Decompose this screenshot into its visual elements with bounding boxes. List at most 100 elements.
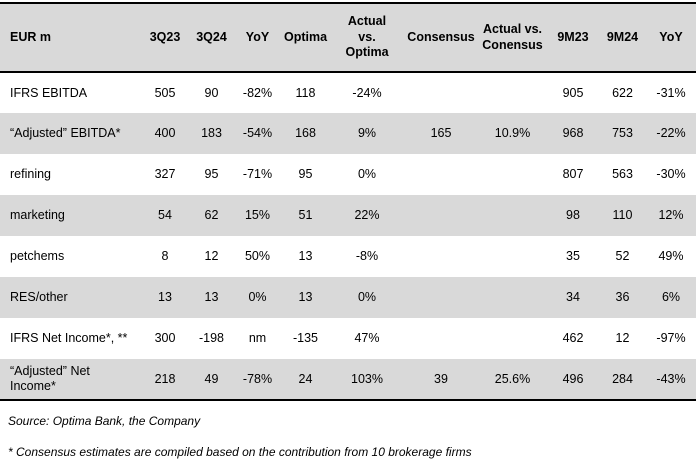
cell-value: 0%: [357, 167, 377, 181]
row-label: refining: [10, 167, 51, 181]
cell-value: 98: [566, 208, 580, 222]
cell-value: [478, 154, 547, 195]
cell-value: 622: [612, 85, 633, 100]
cell-value: -24%: [352, 85, 382, 100]
table-row: IFRS Net Income*, ** 300 -198 nm -135 47% 462 1…: [0, 318, 696, 359]
cell-value: 968: [562, 126, 584, 140]
cell-value: 34: [566, 290, 580, 304]
cell-value: 13: [298, 249, 313, 263]
cell-value: 103%: [351, 371, 383, 386]
column-header-consensus: Consensus: [404, 3, 478, 73]
cell-value: 563: [612, 167, 633, 181]
table-row: marketing 54 62 15% 51 22% 98 110 12%: [0, 195, 696, 236]
cell-value: 10.9%: [494, 126, 531, 140]
cell-value: -82%: [242, 85, 273, 100]
cell-value: -30%: [656, 167, 686, 181]
cell-value: 50%: [244, 249, 271, 263]
column-header-yoy-quarter: YoY: [234, 3, 281, 73]
row-label: “Adjusted” Net Income*: [10, 364, 90, 393]
table-row: IFRS EBITDA 505 90 -82% 118 -24% 905 622 -31%: [0, 72, 696, 113]
cell-value: [404, 154, 478, 195]
cell-value: 12: [204, 249, 219, 263]
table-row: petchems 8 12 50% 13 -8% 35 52 49%: [0, 236, 696, 277]
cell-value: 25.6%: [494, 371, 531, 386]
cell-value: 51: [298, 208, 313, 222]
cell-value: [404, 277, 478, 318]
table-row: RES/other 13 13 0% 13 0% 34 36 6%: [0, 277, 696, 318]
row-label: marketing: [10, 208, 65, 222]
row-label: IFRS EBITDA: [10, 85, 88, 100]
table-row: refining 327 95 -71% 95 0% 807 563 -30%: [0, 154, 696, 195]
cell-value: 12: [615, 331, 630, 345]
cell-value: 218: [154, 371, 176, 386]
cell-value: [478, 236, 547, 277]
cell-value: 49%: [658, 249, 684, 263]
cell-value: 168: [295, 126, 316, 140]
cell-value: 505: [154, 85, 176, 100]
cell-value: 13: [204, 290, 219, 304]
cell-value: -71%: [242, 167, 273, 181]
column-header-yoy-ninemonth: YoY: [646, 3, 696, 73]
cell-value: 165: [430, 126, 452, 140]
column-header-actual-vs-optima: Actual vs. Optima: [330, 3, 404, 73]
consensus-footnote: * Consensus estimates are compiled based…: [8, 445, 472, 459]
cell-value: 52: [615, 249, 630, 263]
cell-value: -78%: [242, 371, 273, 386]
cell-value: 496: [562, 371, 584, 386]
column-header-9m24: 9M24: [599, 3, 646, 73]
cell-value: [478, 277, 547, 318]
cell-value: 400: [154, 126, 176, 140]
cell-value: [404, 318, 478, 359]
column-header-eur-m: EUR m: [0, 3, 141, 73]
row-label: “Adjusted” EBITDA*: [10, 126, 121, 140]
cell-value: 13: [298, 290, 313, 304]
cell-value: 12%: [658, 208, 684, 222]
table-body: IFRS EBITDA 505 90 -82% 118 -24% 905 622 -31% “Ad…: [0, 72, 696, 400]
cell-value: 9%: [357, 126, 377, 140]
cell-value: 49: [204, 371, 219, 386]
cell-value: 39: [434, 371, 448, 386]
header-row: EUR m 3Q23 3Q24 YoY Optima Actual vs. Op…: [0, 3, 696, 73]
cell-value: 90: [204, 85, 219, 100]
cell-value: [404, 195, 478, 236]
cell-value: -97%: [656, 331, 686, 345]
cell-value: 54: [158, 208, 172, 222]
cell-value: 6%: [661, 290, 681, 304]
cell-value: 0%: [357, 290, 377, 304]
cell-value: 905: [562, 85, 584, 100]
cell-value: 22%: [354, 208, 380, 222]
table-row: “Adjusted” EBITDA* 400 183 -54% 168 9% 165 10.9…: [0, 113, 696, 154]
row-label: petchems: [10, 249, 65, 263]
cell-value: -8%: [355, 249, 379, 263]
column-header-3q23: 3Q23: [141, 3, 189, 73]
cell-value: 183: [201, 126, 222, 140]
column-header-3q24: 3Q24: [189, 3, 234, 73]
cell-value: -31%: [656, 85, 686, 100]
cell-value: 15%: [244, 208, 271, 222]
cell-value: 807: [562, 167, 584, 181]
table-footer: Source: Optima Bank, the Company * Conse…: [0, 414, 696, 459]
row-label: IFRS Net Income*, **: [10, 331, 128, 345]
cell-value: 95: [204, 167, 219, 181]
financials-table: EUR m 3Q23 3Q24 YoY Optima Actual vs. Op…: [0, 2, 696, 401]
cell-value: [478, 72, 547, 113]
cell-value: 8: [161, 249, 169, 263]
table-row: “Adjusted” Net Income* 218 49 -78% 24 103% 39 2…: [0, 359, 696, 400]
cell-value: 47%: [354, 331, 380, 345]
cell-value: 13: [158, 290, 172, 304]
cell-value: 300: [154, 331, 176, 345]
column-header-9m23: 9M23: [547, 3, 599, 73]
cell-value: 62: [204, 208, 219, 222]
cell-value: 110: [612, 208, 633, 222]
cell-value: -22%: [656, 126, 686, 140]
cell-value: 327: [154, 167, 176, 181]
cell-value: -43%: [656, 371, 686, 386]
cell-value: 753: [612, 126, 633, 140]
cell-value: -198: [198, 331, 225, 345]
source-note: Source: Optima Bank, the Company: [8, 414, 201, 428]
cell-value: [478, 195, 547, 236]
cell-value: 95: [298, 167, 313, 181]
column-header-optima: Optima: [281, 3, 330, 73]
row-label: RES/other: [10, 290, 68, 304]
